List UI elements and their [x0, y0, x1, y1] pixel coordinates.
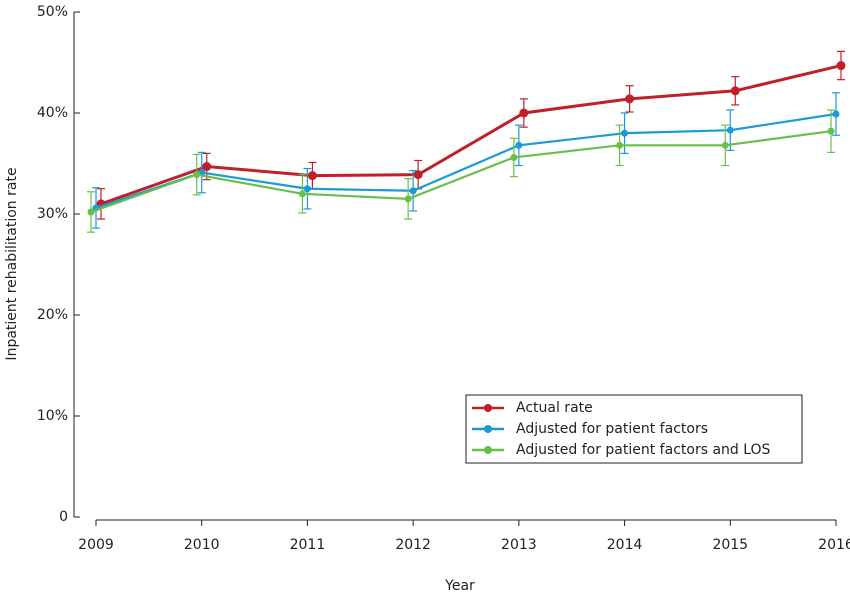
data-point: [621, 129, 629, 137]
data-point: [298, 190, 306, 198]
data-point: [721, 141, 729, 149]
data-point: [726, 126, 734, 134]
data-point: [515, 141, 523, 149]
y-tick-label: 30%: [37, 206, 68, 222]
x-tick-label: 2014: [607, 537, 643, 553]
y-tick-label: 50%: [37, 4, 68, 20]
data-point: [519, 108, 529, 118]
legend-label: Adjusted for patient factors: [516, 421, 708, 437]
data-point: [836, 61, 846, 71]
y-tick-label: 20%: [37, 307, 68, 323]
x-tick-label: 2012: [395, 537, 431, 553]
data-point: [404, 195, 412, 203]
legend-swatch-dot: [484, 446, 492, 454]
data-point: [625, 94, 635, 104]
series-line: [90, 130, 832, 214]
data-point: [202, 162, 212, 172]
data-point: [413, 170, 423, 180]
legend-swatch-dot: [484, 425, 492, 433]
legend-label: Actual rate: [516, 400, 593, 416]
data-point: [303, 185, 311, 193]
series-line: [95, 112, 837, 209]
legend-label: Adjusted for patient factors and LOS: [516, 442, 771, 458]
data-point: [510, 153, 518, 161]
y-tick-label: 40%: [37, 105, 68, 121]
data-point: [832, 110, 840, 118]
x-tick-label: 2009: [78, 537, 114, 553]
legend-box: [465, 394, 803, 464]
x-tick-label: 2016: [818, 537, 850, 553]
data-point: [616, 141, 624, 149]
x-tick-label: 2013: [501, 537, 537, 553]
data-point: [193, 171, 201, 179]
x-tick-label: 2010: [184, 537, 220, 553]
data-point: [827, 127, 835, 135]
data-point: [87, 208, 95, 216]
data-point: [409, 187, 417, 195]
data-point: [307, 171, 317, 181]
y-axis-label: Inpatient rehabilitation rate: [4, 167, 20, 360]
legend-swatch-dot: [484, 404, 492, 412]
x-tick-label: 2015: [712, 537, 748, 553]
data-point: [730, 86, 740, 96]
series-line: [100, 64, 842, 206]
x-axis-label: Year: [444, 578, 475, 594]
y-tick-label: 0: [59, 509, 68, 525]
y-tick-label: 10%: [37, 408, 68, 424]
x-tick-label: 2011: [290, 537, 326, 553]
